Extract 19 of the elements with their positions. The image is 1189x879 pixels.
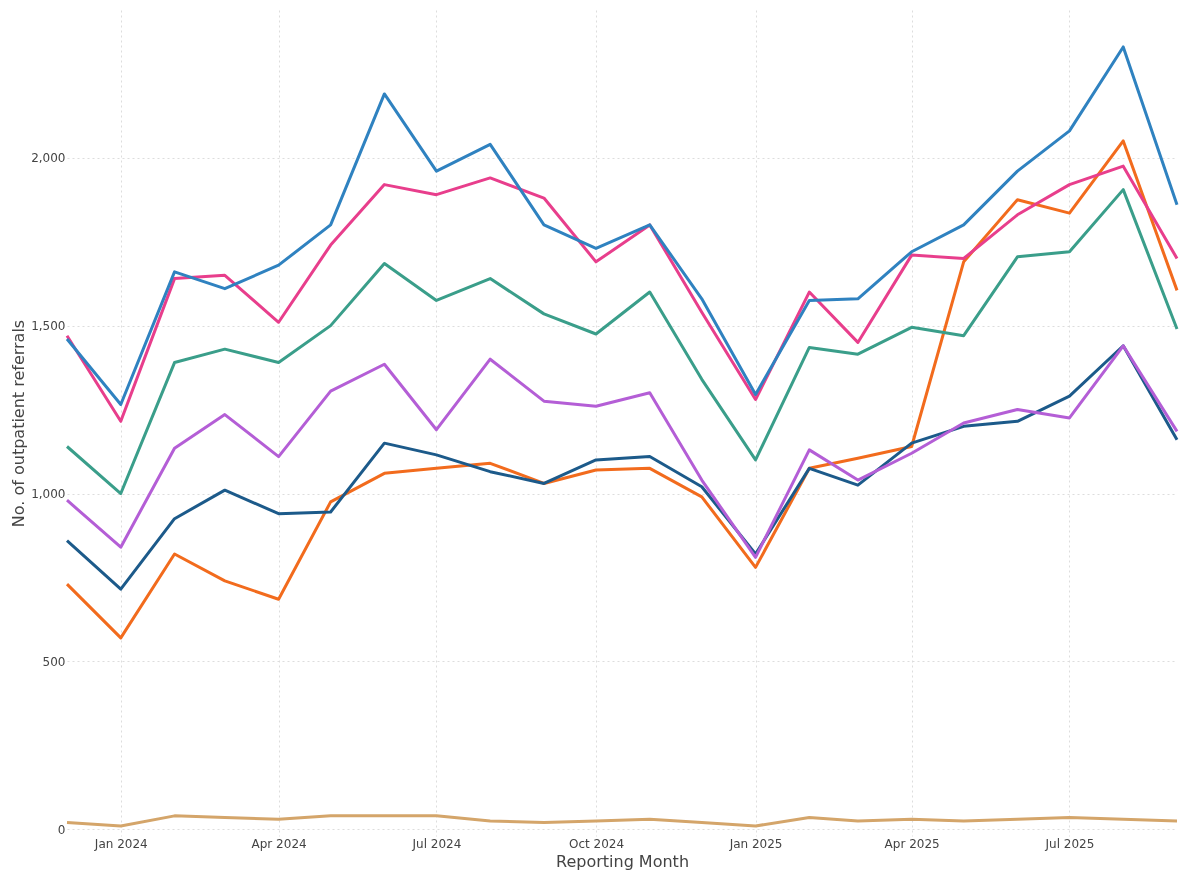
x-axis-title: Reporting Month (555, 851, 690, 871)
x-tick-label: Oct 2024 (568, 836, 625, 851)
x-tick-label: Apr 2025 (884, 836, 940, 851)
x-tick-label: Jan 2025 (728, 836, 783, 851)
x-tick-label: Jan 2024 (93, 836, 148, 851)
y-tick-label: 2,000 (31, 151, 66, 166)
line-series (65, 45, 1179, 407)
y-tick-label: 1,000 (31, 487, 66, 502)
y-tick-label: 500 (42, 654, 66, 669)
line-series (65, 188, 1179, 496)
line-series (65, 139, 1179, 640)
x-tick-label: Jul 2025 (1044, 836, 1095, 851)
y-tick-label: 0 (57, 822, 66, 837)
x-tick-label: Apr 2024 (251, 836, 307, 851)
y-tick-label: 1,500 (31, 319, 66, 334)
line-series (65, 814, 1179, 828)
x-tick-label: Jul 2024 (411, 836, 462, 851)
line-series (65, 164, 1179, 423)
y-axis-title: No. of outpatient referrals (9, 319, 29, 528)
